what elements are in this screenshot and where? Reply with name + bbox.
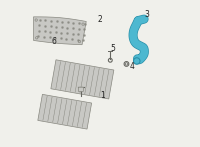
Polygon shape: [51, 60, 114, 99]
Circle shape: [125, 63, 128, 65]
FancyBboxPatch shape: [78, 87, 83, 91]
Text: 1: 1: [101, 91, 105, 100]
Circle shape: [134, 58, 140, 64]
Text: 3: 3: [145, 10, 149, 19]
Text: 2: 2: [98, 15, 102, 24]
Text: 5: 5: [111, 44, 116, 53]
Circle shape: [124, 62, 129, 66]
Polygon shape: [34, 17, 86, 45]
Polygon shape: [38, 94, 92, 129]
Text: 6: 6: [52, 37, 57, 46]
Text: 4: 4: [130, 62, 135, 71]
